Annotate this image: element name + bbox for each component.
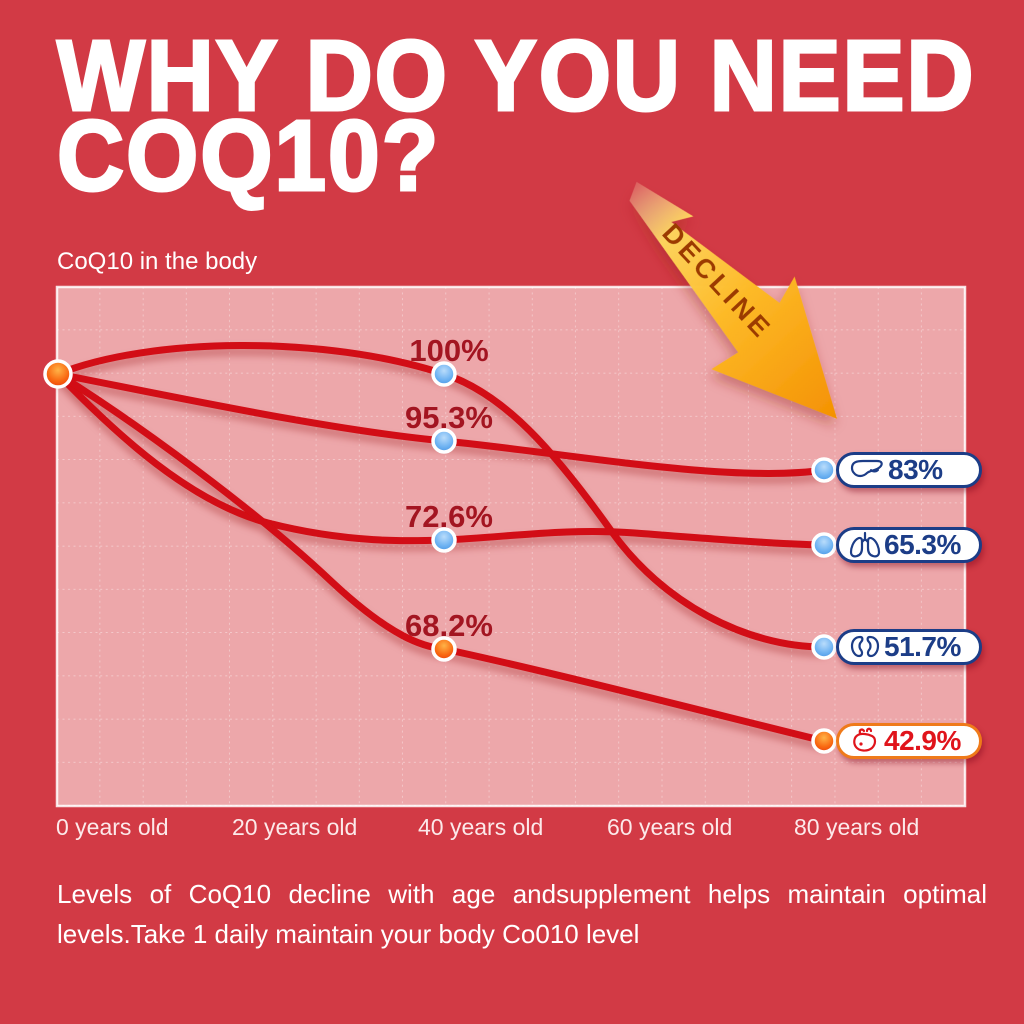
- pill-lungs: 65.3%: [836, 527, 982, 563]
- lungs-icon: [849, 531, 881, 558]
- data-points: [43, 359, 837, 754]
- dot-heart-end: [811, 728, 837, 754]
- x-axis-label-60: 60 years old: [607, 814, 733, 840]
- x-axis-label-20: 20 years old: [232, 814, 358, 840]
- mid-value-labels: 100% 95.3% 72.6% 68.2%: [405, 333, 493, 643]
- page-title-line-1: WHY DO YOU NEED: [56, 20, 976, 132]
- dot-heart-mid: [431, 636, 457, 662]
- kidneys-icon: [850, 635, 880, 658]
- pill-heart: 42.9%: [836, 723, 982, 759]
- x-axis-label-80: 80 years old: [794, 814, 920, 840]
- curve-kidneys: [54, 342, 828, 651]
- x-axis-label-0: 0 years old: [56, 814, 169, 840]
- heart-icon: [853, 727, 877, 752]
- liver-icon: [850, 459, 883, 478]
- dot-kidneys-mid: [431, 361, 457, 387]
- decline-arrow-shape: [629, 181, 838, 419]
- start-dot: [43, 359, 73, 389]
- page-title: WHY DO YOU NEED COQ10?: [56, 20, 976, 212]
- dot-kidneys-end: [811, 634, 837, 660]
- heart-value: 42.9%: [884, 725, 961, 756]
- kidneys-value: 51.7%: [884, 631, 961, 662]
- dot-liver-mid: [431, 428, 457, 454]
- dot-lungs-mid: [431, 527, 457, 553]
- caption: Levels of CoQ10 decline with age andsupp…: [57, 874, 987, 954]
- dot-lungs-end: [811, 532, 837, 558]
- caption-line-2: levels.Take 1 daily maintain your body C…: [57, 919, 640, 949]
- curve-heart: [54, 370, 828, 745]
- dot-liver-end: [811, 457, 837, 483]
- label-heart-mid: 68.2%: [405, 608, 493, 643]
- pill-liver: 83%: [836, 452, 982, 488]
- label-liver-mid: 95.3%: [405, 400, 493, 435]
- page-title-line-2: COQ10?: [56, 100, 441, 212]
- chart-subtitle: CoQ10 in the body: [57, 248, 258, 275]
- label-kidneys-mid: 100%: [409, 333, 488, 368]
- liver-value: 83%: [888, 454, 943, 485]
- caption-line-1: Levels of CoQ10 decline with age andsupp…: [57, 879, 987, 909]
- label-lungs-mid: 72.6%: [405, 499, 493, 534]
- x-axis-label-40: 40 years old: [418, 814, 544, 840]
- lungs-value: 65.3%: [884, 529, 961, 560]
- pill-kidneys: 51.7%: [836, 629, 982, 665]
